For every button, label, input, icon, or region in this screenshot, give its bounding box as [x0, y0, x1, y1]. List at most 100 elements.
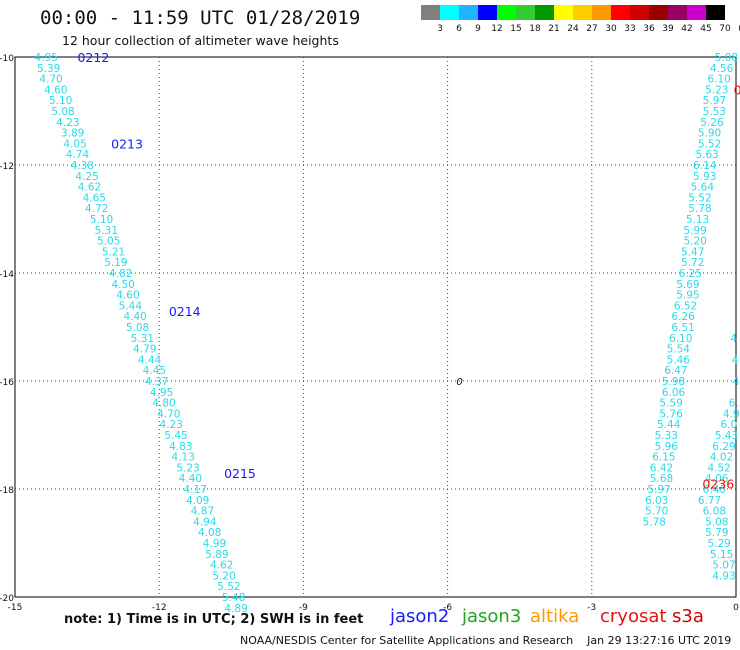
- swh-value: 4.02: [710, 452, 733, 464]
- swh-value: 5.05: [97, 236, 120, 248]
- legend-label: 9: [475, 24, 481, 34]
- swh-value: 5.97: [703, 95, 726, 107]
- swh-value: 5.79: [705, 527, 728, 539]
- swh-value: 5.29: [707, 538, 730, 550]
- swh-value: 4.45: [143, 365, 166, 377]
- x-tick-label: -6: [443, 603, 452, 613]
- x-tick-label: -12: [152, 603, 167, 613]
- legend-swatch: [554, 5, 573, 20]
- swh-value: 4.60: [44, 84, 67, 96]
- swh-value: 4: [730, 333, 737, 345]
- swh-value: 5.69: [676, 279, 699, 291]
- satellite-jason3: jason3: [462, 606, 522, 627]
- swh-value: 5.78: [643, 516, 666, 528]
- swh-value: 4.62: [210, 560, 233, 572]
- swh-value: 5.26: [700, 117, 724, 129]
- swh-value: 5.43: [715, 430, 738, 442]
- swh-value: 5.10: [49, 95, 72, 107]
- y-tick-label: -14: [0, 270, 14, 280]
- legend-swatch: [573, 5, 592, 20]
- swh-value: 5.54: [667, 344, 691, 356]
- legend-label: 12: [491, 24, 503, 34]
- legend-label: 39: [662, 24, 674, 34]
- x-tick-label: -9: [299, 603, 308, 613]
- marker: 0: [456, 377, 462, 388]
- legend-label: 15: [510, 24, 522, 34]
- swh-value: 5.08: [126, 322, 149, 334]
- credit-line: NOAA/NESDIS Center for Satellite Applica…: [240, 634, 732, 647]
- swh-value: 5.10: [90, 214, 113, 226]
- chart-title: 00:00 - 11:59 UTC 01/28/2019: [40, 7, 361, 29]
- swh-value: 4.37: [145, 376, 168, 388]
- swh-value: 4.60: [116, 290, 139, 302]
- swh-value: 4.40: [179, 473, 202, 485]
- swh-value: 5.96: [655, 441, 679, 453]
- legend-swatch: [706, 5, 725, 20]
- footnote: note: 1) Time is in UTC; 2) SWH is in fe…: [64, 612, 364, 627]
- swh-value: 4.70: [157, 408, 180, 420]
- swh-value: 5.15: [710, 549, 733, 561]
- swh-value: 4.70: [39, 74, 62, 86]
- pass-time-label: 0: [734, 82, 740, 97]
- swh-value: 6.10: [707, 74, 730, 86]
- swh-value: 5.68: [650, 473, 673, 485]
- swh-value: 6.40: [703, 484, 726, 496]
- swh-value: 4.38: [71, 160, 94, 172]
- legend-label: 33: [624, 24, 636, 34]
- legend-label: 27: [586, 24, 598, 34]
- swh-value: 5.08: [705, 516, 728, 528]
- swh-value: 4.17: [184, 484, 207, 496]
- swh-value: 4.08: [198, 527, 221, 539]
- swh-value: 5.59: [659, 398, 682, 410]
- pass-time-label: 0214: [169, 304, 201, 319]
- swh-value: 5.44: [119, 300, 143, 312]
- swh-value: 4.44: [138, 354, 162, 366]
- swh-value: 4.65: [83, 192, 106, 204]
- chart-subtitle: 12 hour collection of altimeter wave hei…: [62, 33, 339, 48]
- swh-value: 5.48: [222, 592, 245, 604]
- swh-value: 4.9: [723, 408, 740, 420]
- swh-value: 5.70: [645, 506, 668, 518]
- x-tick-label: -15: [8, 603, 23, 613]
- swh-value: 4.25: [75, 171, 98, 183]
- swh-value: 5.98: [662, 376, 685, 388]
- swh-value: 6.10: [669, 333, 692, 345]
- legend-label: 45: [700, 24, 712, 34]
- swh-value: 3.89: [61, 128, 84, 140]
- swh-value: 4: [733, 376, 740, 388]
- swh-value: 5.23: [176, 462, 199, 474]
- swh-value: 4.05: [63, 138, 86, 150]
- swh-value: 6.42: [650, 462, 673, 474]
- swh-value: 4.95: [150, 387, 173, 399]
- swh-value: 4.95: [35, 52, 58, 64]
- swh-value: 4.06: [705, 473, 729, 485]
- swh-value: 6.06: [662, 387, 686, 399]
- satellite-cryosat: cryosat: [600, 606, 667, 627]
- swh-value: 6.51: [671, 322, 694, 334]
- swh-value: 4.74: [66, 149, 90, 161]
- legend-swatch: [497, 5, 516, 20]
- y-tick-label: -16: [0, 378, 14, 388]
- swh-value: 6.15: [652, 452, 675, 464]
- plot-frame: [14, 56, 737, 598]
- swh-value: 5.99: [683, 225, 706, 237]
- swh-value: 4.80: [152, 398, 175, 410]
- swh-value: 4.82: [109, 268, 132, 280]
- swh-value: 6.29: [712, 441, 735, 453]
- swh-value: 5.63: [695, 149, 718, 161]
- legend-swatch: [649, 5, 668, 20]
- swh-value: 4.23: [160, 419, 183, 431]
- legend-swatch: [535, 5, 554, 20]
- legend-swatch: [687, 5, 706, 20]
- swh-value: 4.83: [169, 441, 192, 453]
- legend-swatch: [478, 5, 497, 20]
- swh-value: 6.25: [679, 268, 702, 280]
- swh-value: 5.19: [104, 257, 127, 269]
- swh-value: 4: [732, 354, 739, 366]
- pass-time-label: 0213: [111, 136, 143, 151]
- swh-value: 4.23: [56, 117, 79, 129]
- swh-value: 6.52: [674, 300, 697, 312]
- swh-value: 4.93: [712, 570, 735, 582]
- swh-value: 5.97: [647, 484, 670, 496]
- y-tick-label: -12: [0, 162, 14, 172]
